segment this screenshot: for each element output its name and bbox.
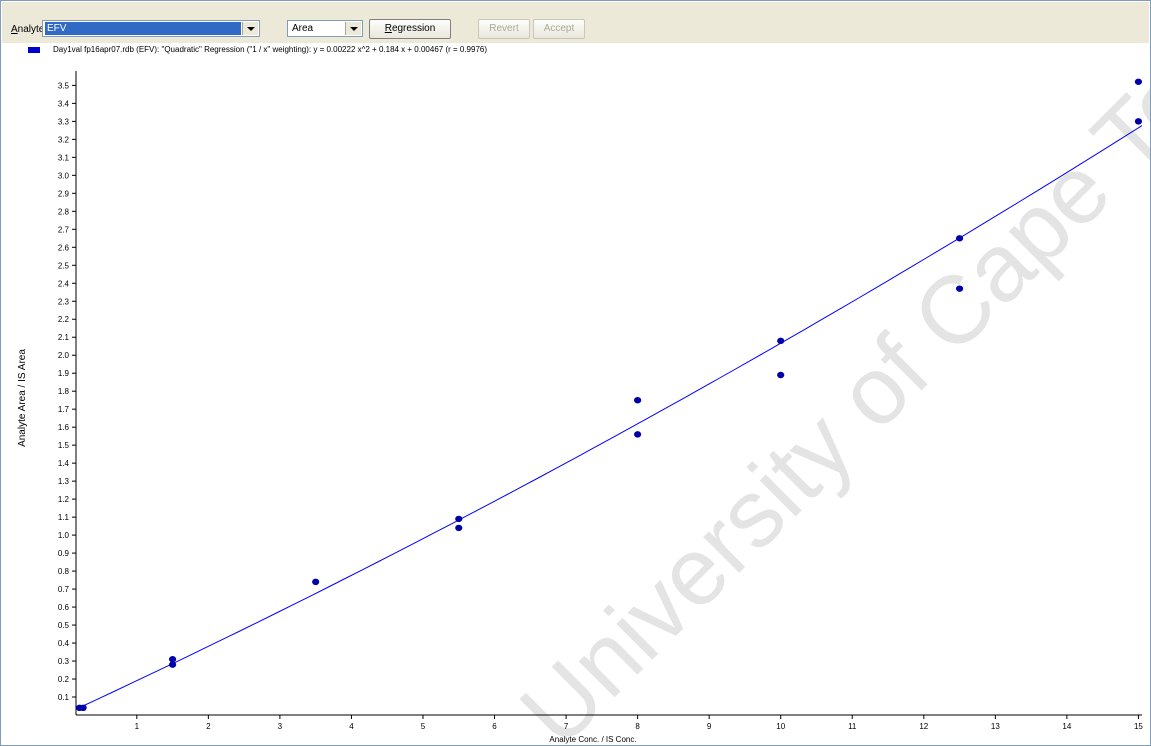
y-tick-label: 2.5: [58, 261, 70, 270]
chart-fit-lines: [79, 125, 1143, 708]
x-tick-label: 6: [492, 722, 497, 731]
data-point: [312, 578, 320, 586]
y-tick-label: 0.9: [58, 549, 70, 558]
y-tick-label: 0.8: [58, 567, 70, 576]
y-tick-label: 1.8: [58, 387, 70, 396]
y-tick-label: 3.0: [58, 171, 70, 180]
y-tick-label: 2.6: [58, 243, 70, 252]
x-tick-label: 2: [206, 722, 211, 731]
data-point: [1134, 78, 1143, 85]
y-tick-label: 3.2: [58, 135, 70, 144]
regression-button[interactable]: Regression: [369, 19, 451, 39]
y-tick-label: 2.1: [58, 333, 70, 342]
y-tick-label: 3.3: [58, 117, 70, 126]
y-tick-label: 0.4: [58, 639, 70, 648]
measure-select-value: Area: [292, 23, 314, 34]
x-tick-label: 13: [991, 722, 1000, 731]
watermark: University of Cape Town: [500, 61, 1150, 745]
data-point: [168, 656, 177, 663]
x-tick-label: 11: [848, 722, 857, 731]
y-tick-label: 2.2: [58, 315, 70, 324]
regression-line: [79, 125, 1143, 708]
y-tick-label: 2.7: [58, 225, 70, 234]
x-tick-label: 3: [278, 722, 283, 731]
y-tick-label: 0.3: [58, 657, 70, 666]
y-tick-label: 1.9: [58, 369, 70, 378]
x-tick-label: 10: [776, 722, 785, 731]
data-point: [955, 235, 964, 242]
y-tick-label: 1.5: [58, 441, 70, 450]
analyte-select-value: EFV: [45, 22, 241, 35]
x-tick-label: 1: [135, 722, 140, 731]
y-tick-label: 0.7: [58, 585, 70, 594]
data-point: [455, 515, 463, 523]
y-axis-label: Analyte Area / IS Area: [17, 349, 28, 447]
analyte-select[interactable]: EFV: [42, 20, 260, 37]
chevron-down-icon[interactable]: [242, 22, 258, 35]
toolbar: Analyte: EFV Area Regression Revert Acce…: [2, 2, 1149, 43]
data-point: [79, 704, 87, 712]
measure-select[interactable]: Area: [287, 20, 363, 37]
x-tick-label: 5: [421, 722, 426, 731]
y-tick-label: 2.9: [58, 189, 70, 198]
y-tick-label: 0.2: [58, 675, 70, 684]
y-tick-label: 1.6: [58, 423, 70, 432]
accept-button[interactable]: Accept: [533, 19, 585, 39]
data-point: [634, 396, 642, 404]
data-point: [777, 371, 785, 379]
y-tick-label: 0.1: [58, 693, 70, 702]
y-tick-label: 1.3: [58, 477, 70, 486]
y-tick-label: 1.4: [58, 459, 70, 468]
chart-axes: 0.1 0.2 0.3 0.4 0.5 0.6 0.7 0.8 0.9 1.0 1.1 1.2 1.3 1…: [58, 71, 1143, 731]
y-tick-label: 1.7: [58, 405, 70, 414]
y-tick-label: 0.5: [58, 621, 70, 630]
y-tick-label: 2.8: [58, 207, 70, 216]
revert-button[interactable]: Revert: [478, 19, 530, 39]
x-tick-label: 9: [707, 722, 712, 731]
y-tick-label: 3.4: [58, 99, 70, 108]
x-tick-label: 12: [919, 722, 928, 731]
x-tick-label: 8: [635, 722, 640, 731]
y-tick-label: 1.2: [58, 495, 70, 504]
data-point: [455, 524, 463, 532]
x-axis-label: Analyte Conc. / IS Conc.: [549, 735, 636, 744]
y-tick-label: 3.1: [58, 153, 70, 162]
y-tick-label: 2.3: [58, 297, 70, 306]
chevron-down-icon[interactable]: [345, 22, 361, 35]
x-tick-label: 7: [564, 722, 569, 731]
y-tick-label: 1.0: [58, 531, 70, 540]
chart-points: [75, 78, 1143, 712]
data-point: [955, 285, 964, 292]
x-tick-label: 15: [1134, 722, 1143, 731]
x-tick-label: 14: [1062, 722, 1071, 731]
y-tick-label: 2.0: [58, 351, 70, 360]
legend-text: Day1val fp16apr07.rdb (EFV): "Quadratic"…: [53, 45, 488, 54]
y-tick-label: 3.5: [58, 81, 70, 90]
y-tick-label: 0.6: [58, 603, 70, 612]
x-tick-label: 4: [349, 722, 354, 731]
data-point: [777, 337, 785, 345]
y-tick-label: 2.4: [58, 279, 70, 288]
analyte-label: Analyte:: [11, 24, 48, 35]
data-point: [634, 431, 642, 438]
legend: Day1val fp16apr07.rdb (EFV): "Quadratic"…: [1, 43, 1150, 61]
legend-swatch: [28, 47, 40, 53]
y-tick-label: 1.1: [58, 513, 70, 522]
data-point: [168, 661, 177, 668]
calibration-chart[interactable]: University of Cape Town 0.10.20.30.40.50…: [1, 61, 1150, 745]
data-point: [1134, 118, 1143, 125]
